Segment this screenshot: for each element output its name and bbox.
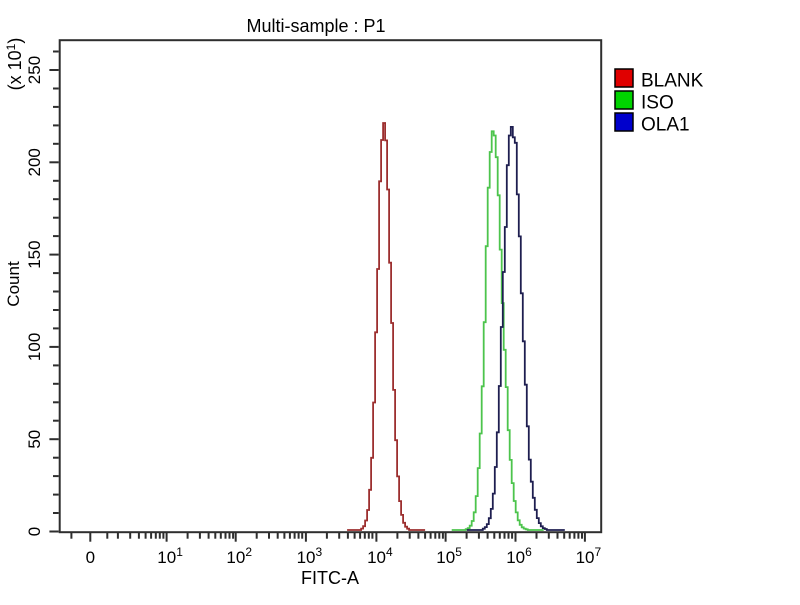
svg-text:ISO: ISO [641,93,674,114]
svg-text:200: 200 [25,148,44,176]
svg-text:(x 101): (x 101) [4,38,25,91]
svg-text:BLANK: BLANK [641,71,704,92]
svg-text:OLA1: OLA1 [641,115,690,136]
svg-text:FITC-A: FITC-A [301,568,359,588]
svg-text:50: 50 [25,430,44,449]
svg-text:150: 150 [25,240,44,268]
svg-text:0: 0 [86,548,95,567]
svg-text:250: 250 [25,56,44,84]
svg-text:0: 0 [25,527,44,536]
svg-text:100: 100 [25,333,44,361]
svg-text:Count: Count [4,261,23,307]
svg-text:Multi-sample : P1: Multi-sample : P1 [246,16,385,36]
